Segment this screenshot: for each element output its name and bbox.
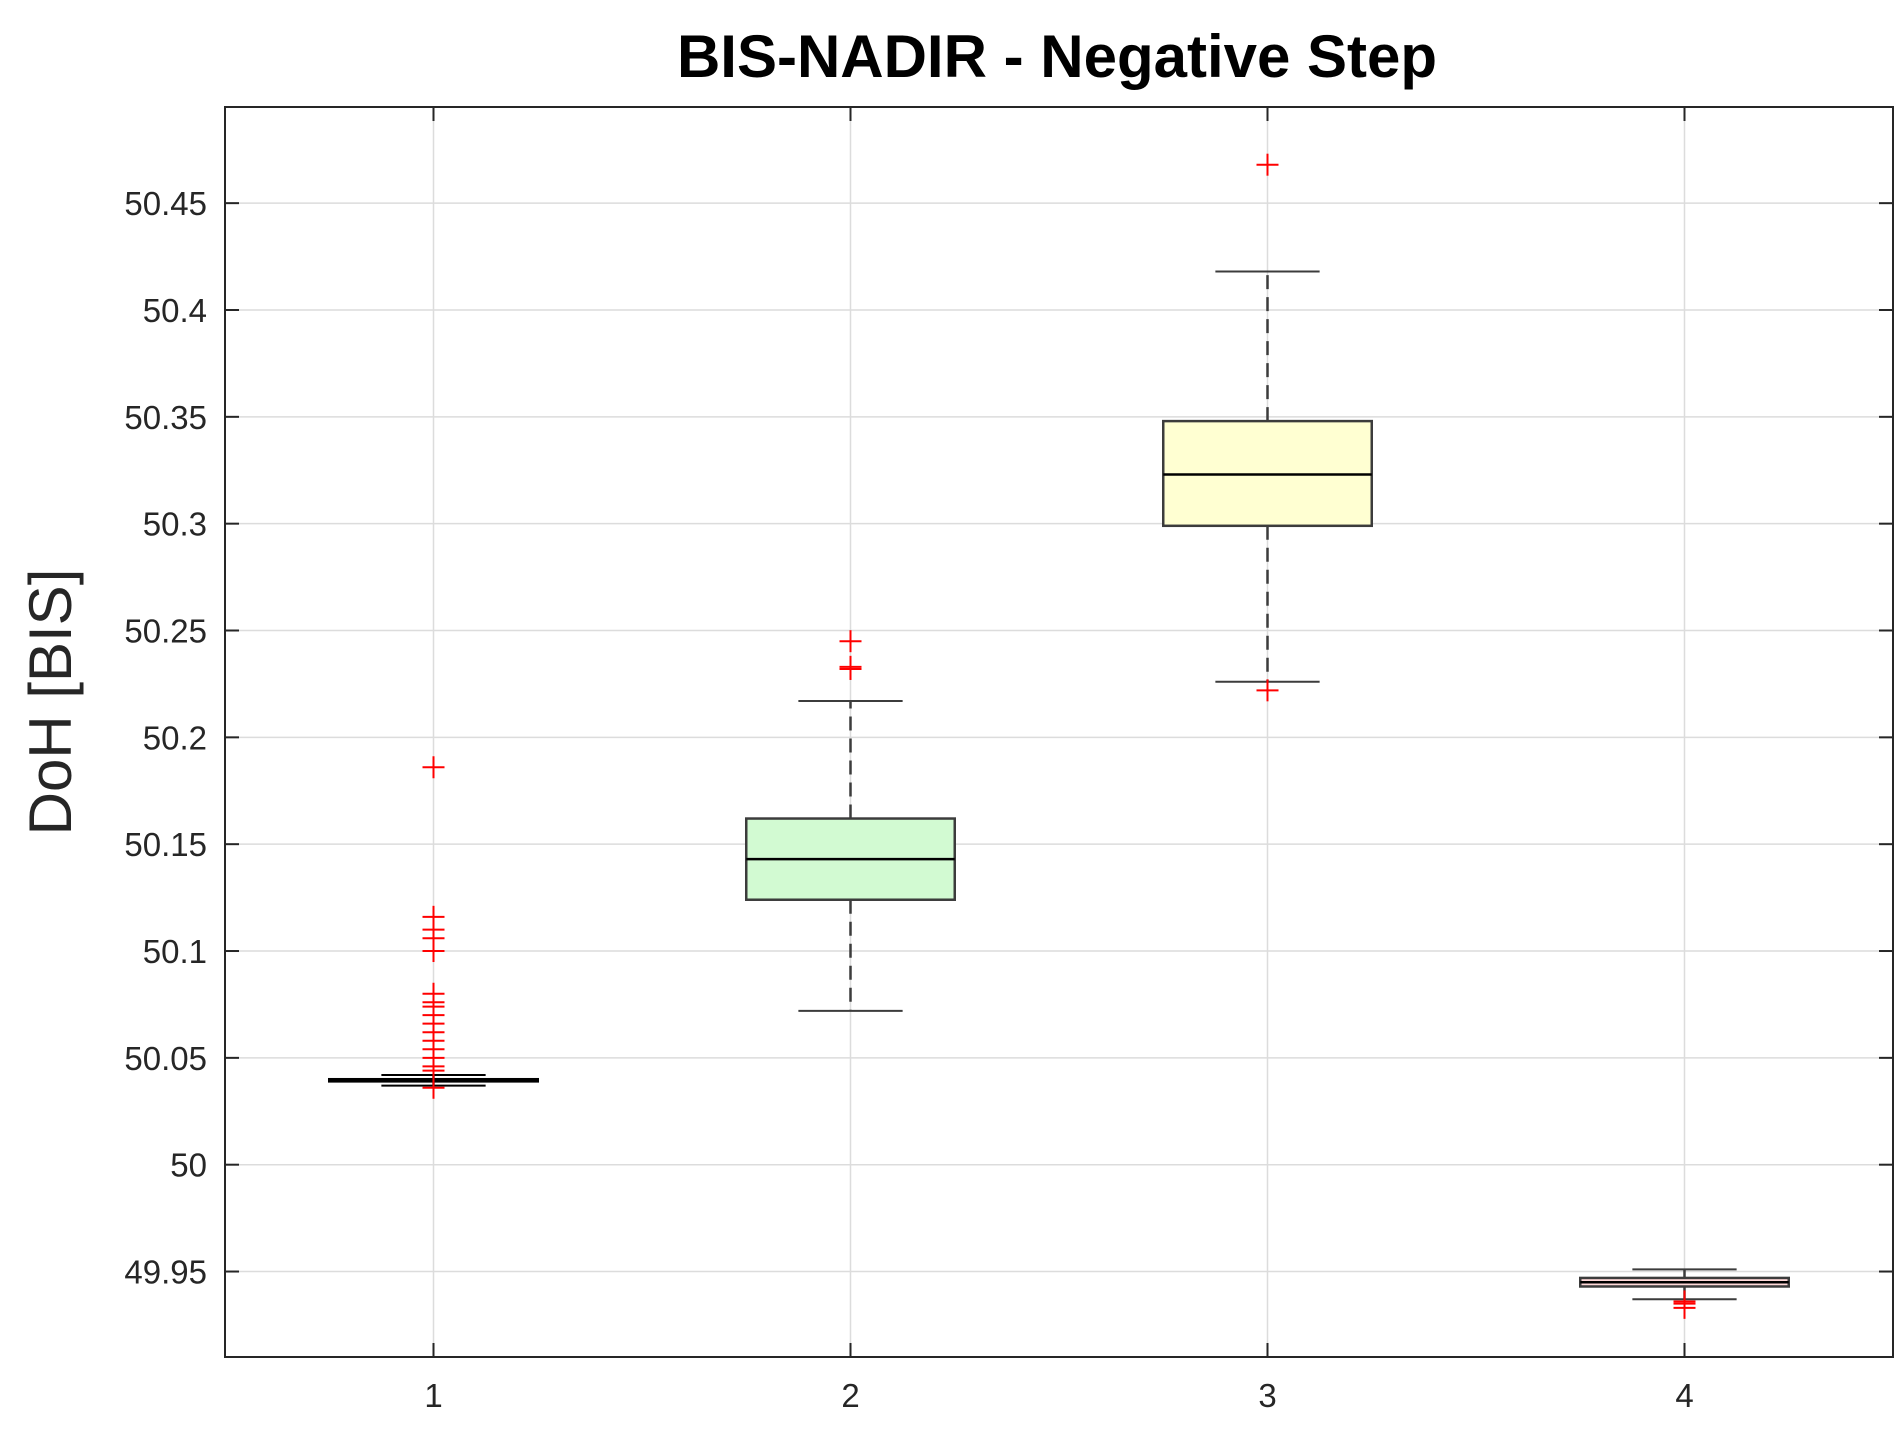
x-tick-label: 2 xyxy=(841,1377,859,1414)
y-tick-label: 50.4 xyxy=(143,292,207,329)
y-axis-label: DoH [BIS] xyxy=(17,569,84,836)
y-tick-label: 50.15 xyxy=(124,826,207,863)
y-tick-label: 50 xyxy=(170,1147,207,1184)
boxes-layer xyxy=(328,270,1790,1301)
y-tick-label: 49.95 xyxy=(124,1254,207,1291)
y-tick-label: 50.1 xyxy=(143,933,207,970)
x-tick-label: 3 xyxy=(1258,1377,1276,1414)
chart-title: BIS-NADIR - Negative Step xyxy=(677,23,1437,90)
y-tick-label: 50.25 xyxy=(124,613,207,650)
y-tick-label: 50.35 xyxy=(124,399,207,436)
y-tick-label: 50.05 xyxy=(124,1040,207,1077)
grid-lines xyxy=(225,107,1893,1357)
y-tick-label: 50.2 xyxy=(143,719,207,756)
x-tick-label: 1 xyxy=(424,1377,442,1414)
plot-area-frame xyxy=(224,106,1894,1358)
axis-ticks-layer: 49.95 50 50.05 50.1 50.15 50.2 50.25 50.3 50.35 5… xyxy=(124,107,1893,1414)
outliers-layer xyxy=(422,153,1696,1319)
y-tick-label: 50.45 xyxy=(124,185,207,222)
x-tick-label: 4 xyxy=(1675,1377,1693,1414)
y-tick-label: 50.3 xyxy=(143,506,207,543)
